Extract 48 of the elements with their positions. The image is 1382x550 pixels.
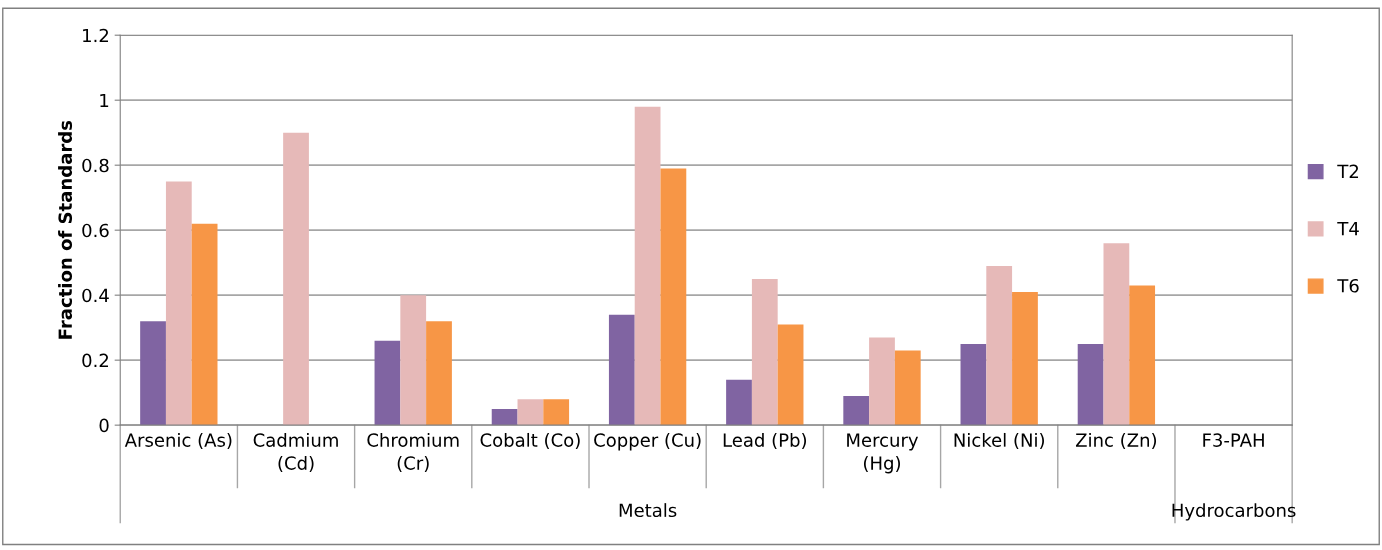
- bar: [777, 324, 804, 426]
- bar: [165, 181, 192, 426]
- x-tick-label: Mercury (Hg): [847, 433, 919, 474]
- bar: [608, 314, 635, 426]
- y-tick-label: 0.2: [82, 353, 109, 368]
- bar: [660, 168, 687, 426]
- bar: [1103, 243, 1130, 426]
- y-tick-label: 1: [100, 93, 109, 108]
- bar: [986, 265, 1013, 426]
- legend-label: T6: [1337, 278, 1359, 293]
- bar: [634, 106, 661, 426]
- x-tick-label: Chromium (Cr): [367, 432, 459, 473]
- legend-label: T2: [1337, 164, 1359, 178]
- x-tick-label: F3-PAH: [1203, 433, 1264, 447]
- y-tick-label: 1.2: [83, 28, 109, 43]
- y-tick-label: 0: [99, 418, 109, 433]
- bar: [960, 343, 987, 426]
- bar: [517, 399, 544, 426]
- x-tick-label: Cobalt (Co): [480, 432, 580, 450]
- x-tick-label: Copper (Cu): [594, 432, 701, 451]
- bar: [426, 321, 452, 426]
- x-tick-label: Lead (Pb): [723, 432, 807, 450]
- bar: [894, 350, 921, 426]
- y-tick-label: 0.6: [82, 223, 109, 238]
- bar: [283, 132, 309, 426]
- bar: [1012, 291, 1038, 426]
- bar: [1129, 285, 1156, 426]
- bar: [491, 408, 518, 426]
- x-tick-label: Arsenic (As): [124, 432, 232, 450]
- bar: [191, 223, 218, 426]
- bar: [869, 337, 895, 426]
- y-tick-label: 0.8: [82, 158, 109, 173]
- text: Metals: [619, 503, 677, 518]
- legend-label: T4: [1337, 221, 1359, 236]
- bar: [843, 395, 870, 426]
- x-tick-label: Zinc (Zn): [1076, 432, 1157, 450]
- bar: [543, 399, 570, 426]
- y-axis-title: Fraction of Standards: [58, 120, 73, 339]
- x-tick-label: Nickel (Ni): [954, 432, 1044, 450]
- y-tick-label: 0.4: [82, 288, 109, 303]
- bar: [1077, 343, 1104, 426]
- x-tick-label: Cadmium (Cd): [253, 432, 338, 473]
- bar: [374, 340, 401, 426]
- bar: [140, 321, 166, 426]
- bar: [400, 295, 427, 426]
- bar: [751, 278, 778, 426]
- bar: [726, 379, 752, 426]
- text: Hydrocarbons: [1172, 503, 1296, 521]
